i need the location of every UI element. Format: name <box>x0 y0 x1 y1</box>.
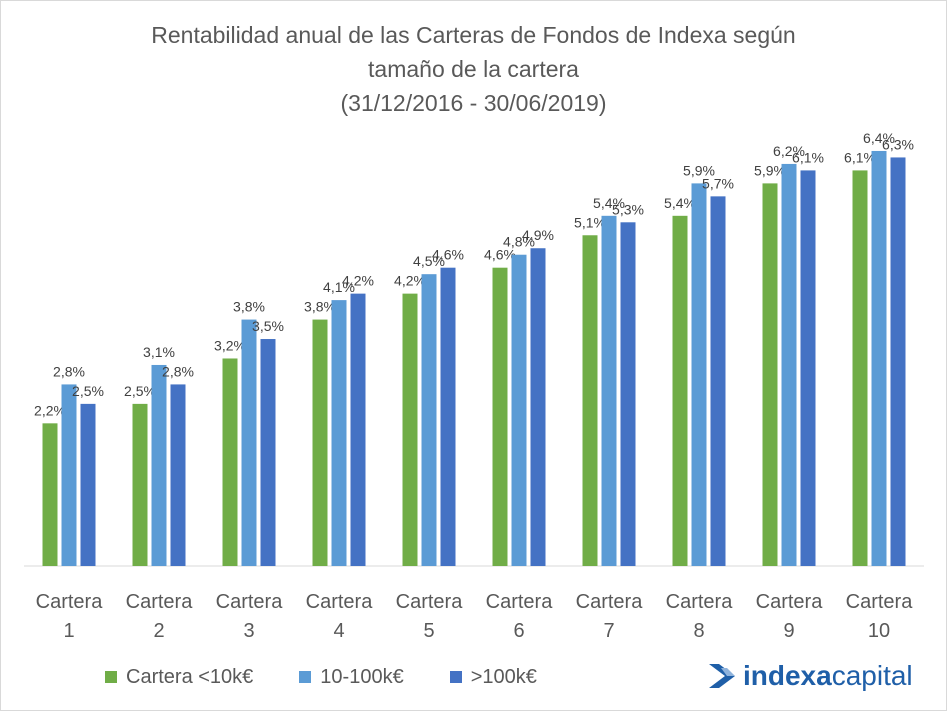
bar-1-cartera-9 <box>762 183 778 566</box>
data-label-2-cartera-10: 6,4% <box>863 130 895 146</box>
data-label-2-cartera-1: 2,8% <box>53 363 85 379</box>
data-label-2-cartera-8: 5,9% <box>683 162 715 178</box>
x-tick-label-2-line-1: Cartera <box>126 591 194 613</box>
x-tick-label-2-line-2: 2 <box>153 620 164 642</box>
x-tick-label-6-line-1: Cartera <box>486 591 554 613</box>
x-tick-label-8-line-2: 8 <box>693 620 704 642</box>
chart-title: Rentabilidad anual de las Carteras de Fo… <box>0 18 947 120</box>
x-tick-label-4-line-1: Cartera <box>306 591 374 613</box>
bar-1-cartera-8 <box>672 215 688 566</box>
logo-text-capital: capital <box>831 660 913 691</box>
bar-3-cartera-9 <box>800 170 816 567</box>
legend-label-lt10k: Cartera <10k€ <box>126 665 254 688</box>
data-label-3-cartera-4: 4,2% <box>342 273 374 289</box>
bar-1-cartera-3 <box>222 358 238 566</box>
bar-2-cartera-4 <box>331 300 347 566</box>
data-label-3-cartera-5: 4,6% <box>432 247 464 263</box>
data-label-1-cartera-8: 5,4% <box>664 195 696 211</box>
x-tick-label-3-line-2: 3 <box>243 620 254 642</box>
bar-1-cartera-7 <box>582 235 598 566</box>
data-label-1-cartera-1: 2,2% <box>34 402 66 418</box>
bar-3-cartera-5 <box>440 267 456 566</box>
legend-swatch-gt100k <box>449 671 462 683</box>
legend-item-10-100k: 10-100k€ <box>299 665 404 689</box>
x-tick-label-7-line-2: 7 <box>603 620 614 642</box>
bar-2-cartera-3 <box>241 319 257 566</box>
x-tick-label-1-line-2: 1 <box>63 620 74 642</box>
legend-swatch-10-100k <box>299 671 312 683</box>
data-label-1-cartera-3: 3,2% <box>214 337 246 353</box>
legend-item-lt10k: Cartera <10k€ <box>105 666 253 689</box>
bar-3-cartera-6 <box>530 248 546 567</box>
data-label-2-cartera-7: 5,4% <box>593 195 625 211</box>
legend: Cartera <10k€ 10-100k€ >100k€ <box>105 663 583 691</box>
data-label-1-cartera-7: 5,1% <box>574 214 606 230</box>
bar-1-cartera-4 <box>312 319 328 566</box>
bar-2-cartera-7 <box>601 215 617 566</box>
x-tick-label-6-line-2: 6 <box>513 620 524 642</box>
x-tick-label-9-line-1: Cartera <box>756 591 824 613</box>
chart-title-line-2: tamaño de la cartera <box>368 56 579 82</box>
bar-3-cartera-8 <box>710 196 726 567</box>
bar-1-cartera-1 <box>42 423 58 566</box>
data-label-1-cartera-4: 3,8% <box>304 299 336 315</box>
data-label-1-cartera-10: 6,1% <box>844 149 876 165</box>
data-label-3-cartera-2: 2,8% <box>162 363 194 379</box>
bar-2-cartera-2 <box>151 364 167 566</box>
legend-item-gt100k: >100k€ <box>449 665 537 689</box>
bar-1-cartera-2 <box>132 403 148 566</box>
x-tick-label-1-line-1: Cartera <box>36 591 104 613</box>
data-label-3-cartera-1: 2,5% <box>72 383 104 399</box>
x-tick-label-9-line-2: 9 <box>783 620 794 642</box>
data-label-2-cartera-5: 4,5% <box>413 253 445 269</box>
data-label-1-cartera-6: 4,6% <box>484 247 516 263</box>
bar-2-cartera-10 <box>871 150 887 566</box>
bar-2-cartera-5 <box>421 274 437 566</box>
data-label-2-cartera-6: 4,8% <box>503 234 535 250</box>
bar-2-cartera-6 <box>511 254 527 566</box>
data-label-2-cartera-4: 4,1% <box>323 279 355 295</box>
bar-3-cartera-4 <box>350 293 366 566</box>
bar-1-cartera-6 <box>492 267 508 566</box>
bar-1-cartera-10 <box>852 170 868 567</box>
bar-3-cartera-1 <box>80 403 96 566</box>
data-label-3-cartera-3: 3,5% <box>252 318 284 334</box>
bar-3-cartera-7 <box>620 222 636 567</box>
data-label-2-cartera-2: 3,1% <box>143 344 175 360</box>
data-label-1-cartera-9: 5,9% <box>754 162 786 178</box>
bar-3-cartera-10 <box>890 157 906 566</box>
data-label-3-cartera-7: 5,3% <box>612 201 644 217</box>
bar-2-cartera-9 <box>781 163 797 566</box>
data-label-2-cartera-9: 6,2% <box>773 143 805 159</box>
legend-swatch-lt10k <box>105 671 117 683</box>
data-label-3-cartera-9: 6,1% <box>792 149 824 165</box>
x-tick-label-5-line-2: 5 <box>423 620 434 642</box>
data-label-3-cartera-10: 6,3% <box>882 136 914 152</box>
x-tick-label-7-line-1: Cartera <box>576 591 644 613</box>
bar-1-cartera-5 <box>402 293 418 566</box>
data-label-3-cartera-8: 5,7% <box>702 175 734 191</box>
bar-2-cartera-1 <box>61 384 77 566</box>
legend-label-10-100k: 10-100k€ <box>320 665 404 688</box>
x-tick-label-10-line-1: Cartera <box>846 591 914 613</box>
indexa-capital-logo: indexa capital <box>707 660 913 692</box>
chart-title-line-3: (31/12/2016 - 30/06/2019) <box>340 90 607 116</box>
logo-text-indexa: indexa <box>743 660 832 691</box>
legend-label-gt100k: >100k€ <box>470 665 537 688</box>
indexa-logo-icon <box>709 664 735 688</box>
bar-3-cartera-3 <box>260 339 276 566</box>
data-label-1-cartera-5: 4,2% <box>394 273 426 289</box>
x-tick-label-3-line-1: Cartera <box>216 591 284 613</box>
data-label-3-cartera-6: 4,9% <box>522 227 554 243</box>
x-tick-label-5-line-1: Cartera <box>396 591 464 613</box>
x-tick-label-10-line-2: 10 <box>868 620 890 642</box>
chart-title-line-1: Rentabilidad anual de las Carteras de Fo… <box>151 22 796 48</box>
bar-2-cartera-8 <box>691 183 707 566</box>
bar-3-cartera-2 <box>170 384 186 566</box>
data-label-1-cartera-2: 2,5% <box>124 383 156 399</box>
x-tick-label-8-line-1: Cartera <box>666 591 734 613</box>
x-tick-label-4-line-2: 4 <box>333 620 344 642</box>
data-label-2-cartera-3: 3,8% <box>233 299 265 315</box>
